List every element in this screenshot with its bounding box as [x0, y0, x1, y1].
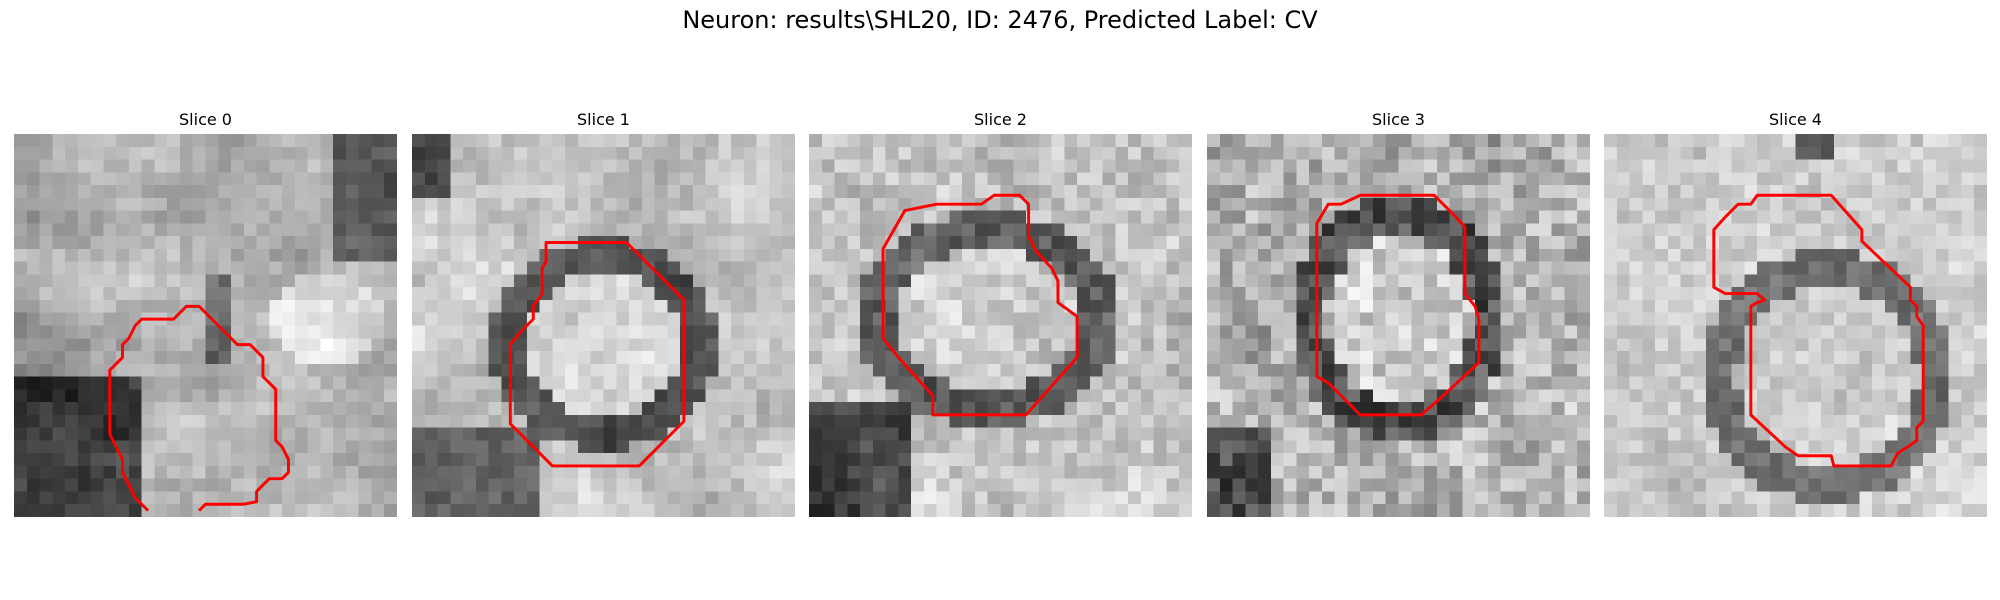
slice-3-image	[1207, 134, 1590, 517]
slice-3-contour	[1315, 193, 1481, 417]
slice-3-title: Slice 3	[1372, 110, 1425, 129]
slice-2-grayscale-image	[809, 134, 1192, 517]
slice-1-title: Slice 1	[577, 110, 630, 129]
slice-0-title: Slice 0	[179, 110, 232, 129]
slice-1-image	[412, 134, 795, 517]
slice-4-title: Slice 4	[1769, 110, 1822, 129]
slice-0-image	[14, 134, 397, 517]
slice-1-contour	[508, 241, 686, 468]
slice-4-image	[1604, 134, 1987, 517]
slice-0-grayscale-image	[14, 134, 397, 517]
slice-4-contour	[1712, 193, 1925, 468]
slice-3-grayscale-image	[1207, 134, 1590, 517]
slice-2-image	[809, 134, 1192, 517]
slice-2-contour	[881, 193, 1079, 417]
figure-title: Neuron: results\SHL20, ID: 2476, Predict…	[682, 6, 1318, 34]
slice-0-contour	[108, 304, 290, 512]
slice-2-title: Slice 2	[974, 110, 1027, 129]
slice-1-grayscale-image	[412, 134, 795, 517]
